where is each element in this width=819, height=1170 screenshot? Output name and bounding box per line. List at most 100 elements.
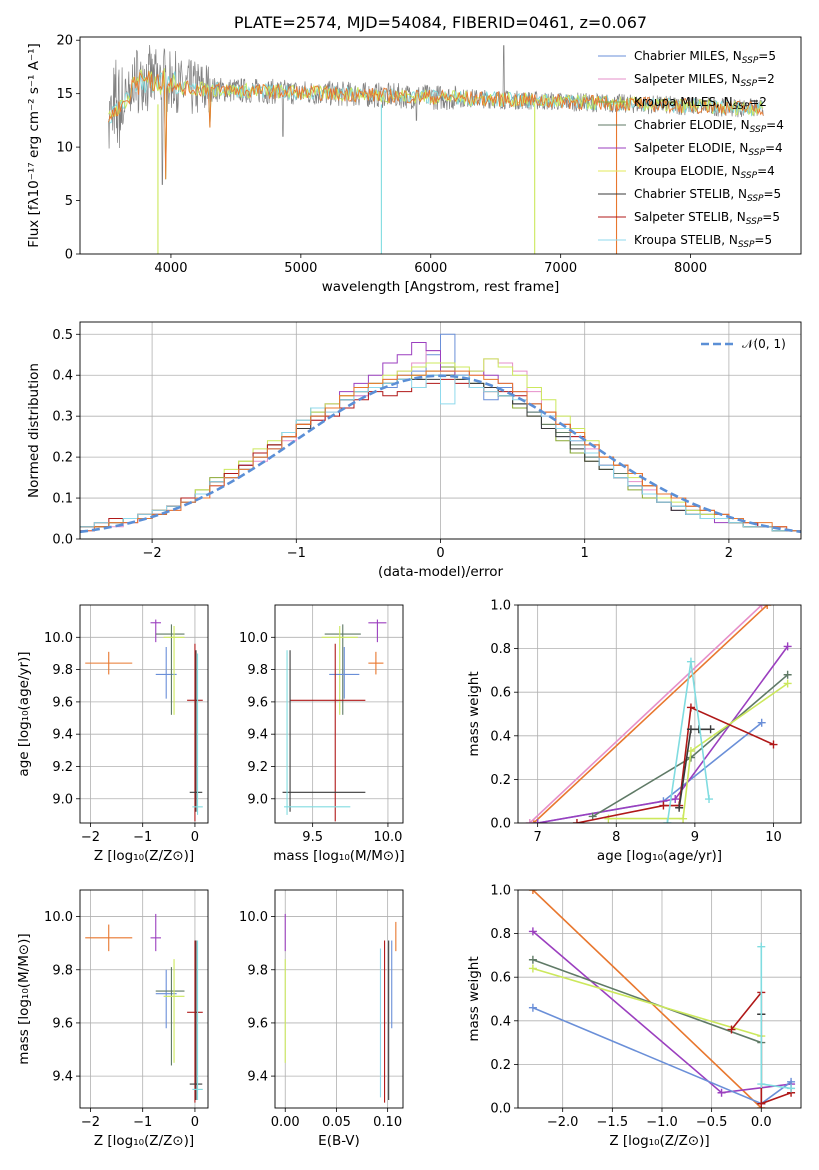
y-tick-label: 1.0 (490, 884, 511, 899)
y-axis-label: mass weight (466, 671, 482, 756)
x-tick-label: −1 (287, 546, 306, 561)
y-tick-label: 15 (56, 87, 73, 102)
legend-entry: 𝒩(0, 1) (742, 337, 786, 351)
x-tick-label: 0 (191, 1115, 199, 1130)
y-tick-label: 9.8 (52, 963, 73, 978)
axes-frame (275, 890, 403, 1108)
y-axis-label: Normed distribution (26, 363, 42, 498)
y-tick-label: 9.6 (247, 695, 268, 710)
plot-area (285, 914, 396, 1103)
x-tick-label: 0.00 (271, 1115, 300, 1130)
y-tick-label: 0.0 (52, 533, 73, 548)
y-tick-label: 0.3 (52, 410, 73, 425)
legend-entry-name: Salpeter MILES, N (634, 72, 741, 86)
x-tick-label: −2.0 (547, 1115, 579, 1130)
weight-series-line (761, 947, 791, 1089)
x-tick-label: −1 (133, 830, 152, 845)
x-tick-label: 7000 (544, 261, 577, 276)
y-axis-label: mass weight (466, 956, 482, 1041)
mass-vs-metallicity-panel: −2 −1 0 9.4 9.6 9.8 10.0 Z [log₁₀(Z/Z⊙)] mass [l… (16, 890, 208, 1149)
x-tick-label: −1.5 (597, 1115, 629, 1130)
y-tick-label: 0.2 (490, 773, 511, 788)
y-tick-label: 9.0 (247, 792, 268, 807)
weight-series-line (533, 890, 761, 1108)
y-tick-label: 9.4 (52, 1070, 73, 1085)
spectrum-panel: PLATE=2574, MJD=54084, FIBERID=0461, z=0… (26, 13, 801, 295)
y-tick-label: 9.4 (247, 728, 268, 743)
y-tick-label: 0.6 (490, 971, 511, 986)
legend-entry: Kroupa STELIB, NSSP=5 (634, 233, 772, 250)
y-tick-label: 10.0 (239, 631, 268, 646)
x-tick-label: 8 (612, 830, 620, 845)
x-axis-label: Z [log₁₀(Z/Z⊙)] (94, 1133, 194, 1149)
x-axis-label: (data-model)/error (378, 564, 504, 580)
weight-series-marker (659, 802, 667, 810)
weight-series-marker (529, 956, 537, 964)
y-tick-label: 9.8 (52, 663, 73, 678)
figure: PLATE=2574, MJD=54084, FIBERID=0461, z=0… (0, 0, 819, 1170)
x-tick-label: 9.5 (302, 830, 323, 845)
x-tick-label: 9 (691, 830, 699, 845)
x-tick-label: 8000 (674, 261, 707, 276)
weight-series-line (533, 960, 761, 1104)
plot-area (85, 914, 203, 1103)
y-tick-label: 1.0 (490, 599, 511, 614)
y-tick-label: 0.0 (490, 1102, 511, 1117)
legend-entry-sub: SSP (733, 102, 750, 112)
x-tick-label: 6000 (414, 261, 447, 276)
weight-series-marker (687, 658, 695, 666)
legend-entry: Chabrier MILES, NSSP=5 (634, 49, 776, 66)
legend-entry-sub: SSP (747, 194, 764, 204)
legend-entry-name: Chabrier ELODIE, N (634, 118, 750, 132)
legend-entry-count: =4 (766, 118, 784, 132)
weight-series-marker (529, 964, 537, 972)
legend-entry-name: Chabrier MILES, N (634, 49, 742, 63)
plot-area (85, 620, 203, 822)
y-tick-label: 9.0 (52, 792, 73, 807)
legend-entry-sub: SSP (741, 79, 758, 89)
legend-entry-sub: SSP (741, 171, 758, 181)
x-tick-label: 4000 (154, 261, 187, 276)
legend-entry: Salpeter ELODIE, NSSP=4 (634, 141, 783, 158)
axes-frame (518, 890, 801, 1108)
legend-entry-count: =4 (757, 164, 775, 178)
axes-frame (80, 890, 208, 1108)
legend-entry-count: =4 (765, 141, 783, 155)
x-tick-label: 1 (581, 546, 589, 561)
x-tick-label: 0.10 (373, 1115, 402, 1130)
y-tick-label: 0.8 (490, 642, 511, 657)
y-axis-label: mass [log₁₀(M/M⊙)] (16, 933, 32, 1064)
x-tick-label: −1 (133, 1115, 152, 1130)
legend-entry: Chabrier STELIB, NSSP=5 (634, 187, 781, 204)
legend-entry-name: Chabrier STELIB, N (634, 187, 747, 201)
weight-series-marker (707, 725, 715, 733)
weight-vs-age-panel: 7 8 9 100.00.20.40.60.81.0age [log₁₀(age/yr… (466, 599, 801, 865)
x-axis-label: E(B-V) (318, 1133, 360, 1149)
x-tick-label: 7 (534, 830, 542, 845)
legend-entry: Kroupa ELODIE, NSSP=4 (634, 164, 775, 181)
x-tick-label: 0.05 (322, 1115, 351, 1130)
y-tick-label: 10.0 (44, 631, 73, 646)
x-axis-label: age [log₁₀(age/yr)] (597, 848, 722, 864)
age-vs-metallicity-panel: −2 −1 0 9.0 9.2 9.4 9.6 9.8 10.0 Z [log₁₀(Z/Z⊙)] a… (16, 605, 208, 864)
plot-area (283, 620, 387, 822)
legend-entry: Salpeter MILES, NSSP=2 (634, 72, 775, 89)
x-tick-label: 10.0 (373, 830, 402, 845)
legend-entry-sub: SSP (750, 125, 767, 135)
weight-series-marker (687, 703, 695, 711)
weight-series-marker (769, 741, 777, 749)
y-tick-label: 9.8 (247, 663, 268, 678)
legend-entry-count: =2 (749, 95, 767, 109)
weight-series-marker (529, 1004, 537, 1012)
y-tick-label: 10.0 (44, 910, 73, 925)
y-tick-label: 9.2 (52, 760, 73, 775)
y-tick-label: 9.6 (52, 695, 73, 710)
x-axis-label: Z [log₁₀(Z/Z⊙)] (94, 848, 194, 864)
weight-series-line (593, 675, 788, 817)
x-axis-label: Z [log₁₀(Z/Z⊙)] (609, 1133, 709, 1149)
x-tick-label: 5000 (284, 261, 317, 276)
y-tick-label: 0.4 (490, 1014, 511, 1029)
y-tick-label: 0.4 (52, 369, 73, 384)
mass-vs-extinction-panel: 0.00 0.05 0.10 9.4 9.6 9.8 10.0 E(B-V) (239, 890, 403, 1149)
weight-vs-metallicity-panel: −2.0 −1.5 −1.0 −0.5 0.00.00.20.40.60.81.0Z [… (466, 884, 801, 1150)
